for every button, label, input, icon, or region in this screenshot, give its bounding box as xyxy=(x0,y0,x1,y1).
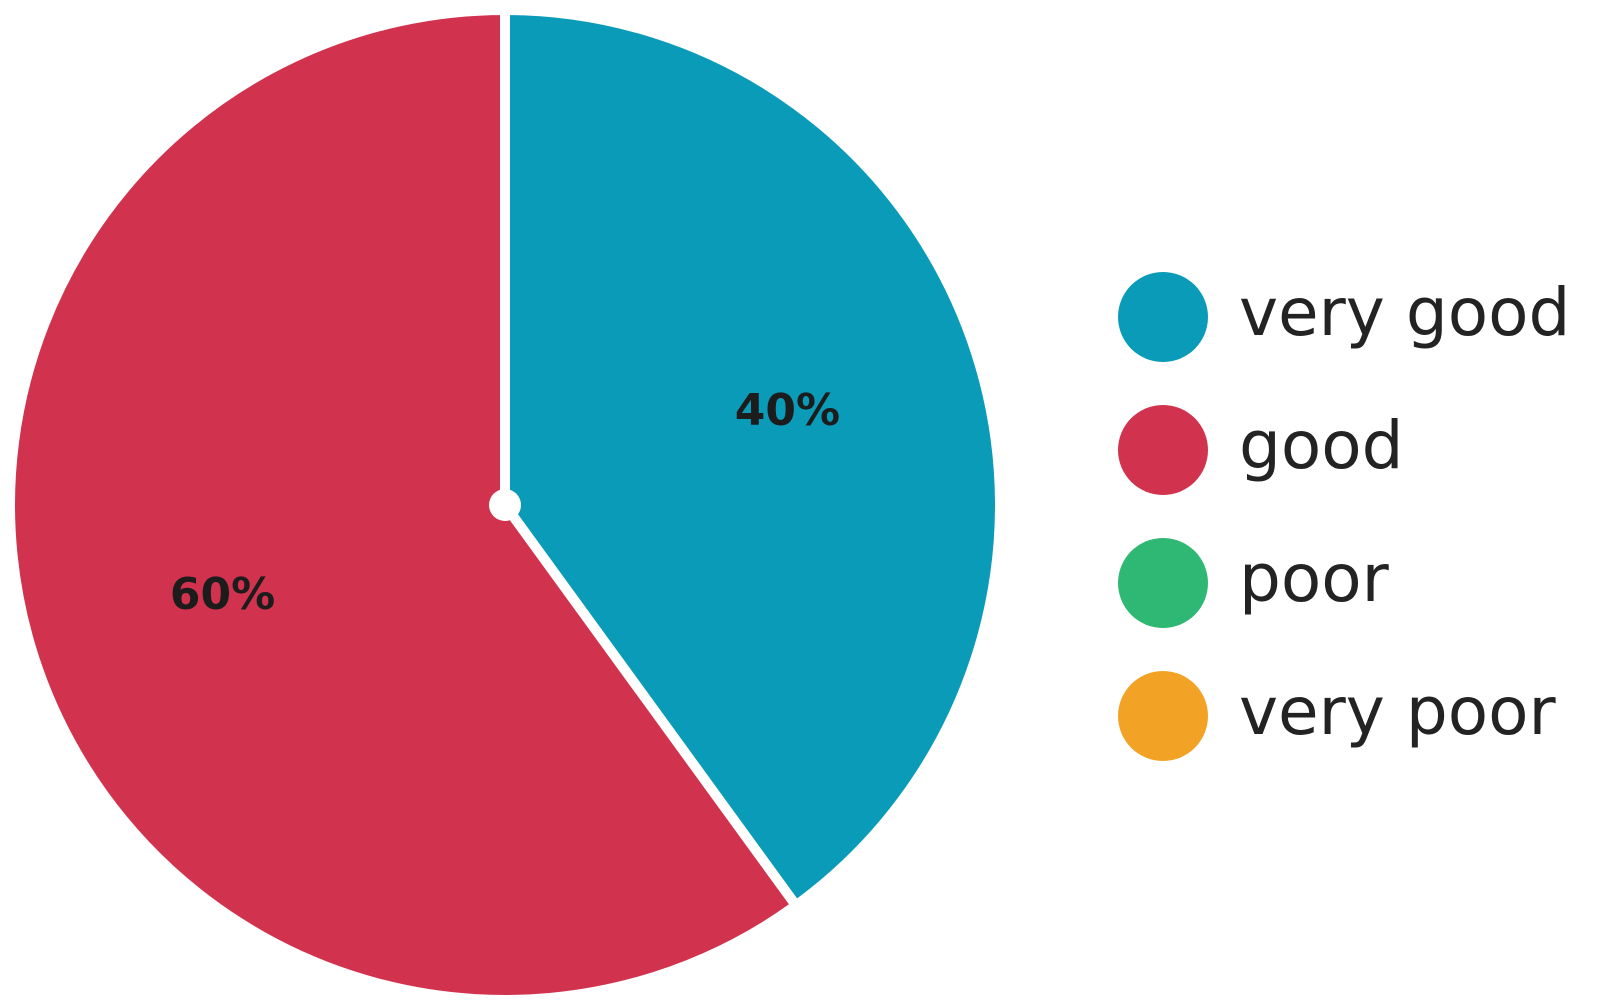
legend-marker-poor xyxy=(1118,538,1208,628)
legend: very good good poor very poor xyxy=(1118,272,1570,761)
pie-slices xyxy=(5,5,1005,1003)
legend-label-very-poor: very poor xyxy=(1239,673,1556,750)
legend-marker-very-poor xyxy=(1118,671,1208,761)
pie-label-good: 60% xyxy=(170,569,275,620)
legend-label-poor: poor xyxy=(1239,540,1390,617)
legend-marker-very-good xyxy=(1118,272,1208,362)
pie-slice-good xyxy=(5,5,801,1003)
pie-center-dot xyxy=(489,489,521,521)
legend-label-very-good: very good xyxy=(1239,274,1570,351)
pie-label-very-good: 40% xyxy=(735,385,840,436)
legend-label-good: good xyxy=(1239,407,1404,484)
pie-slice-labels: 40% 60% xyxy=(170,385,840,620)
pie-slice-very-good xyxy=(500,5,1005,911)
legend-marker-good xyxy=(1118,405,1208,495)
